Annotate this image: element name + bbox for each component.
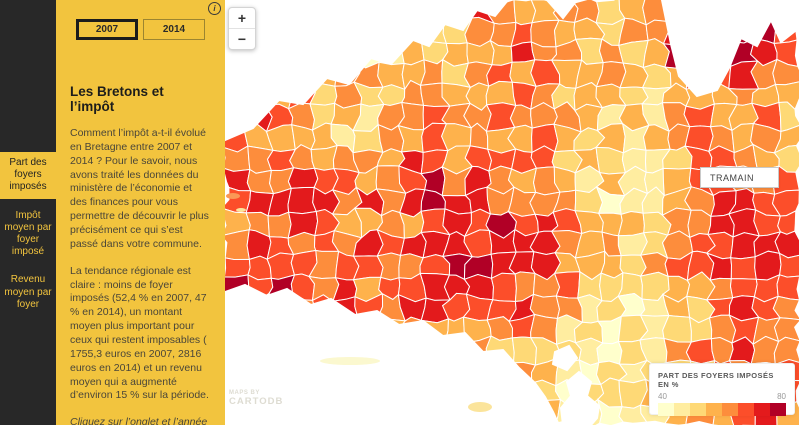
commune-polygon[interactable]	[266, 252, 296, 280]
legend-scale: 40 80	[658, 392, 786, 401]
sidebar-item-impot-moyen[interactable]: Impôt moyen par foyer imposé	[4, 209, 52, 258]
commune-polygon[interactable]	[772, 295, 799, 321]
commune-polygon[interactable]	[776, 274, 799, 301]
trend-paragraph: La tendance régionale est claire : moins…	[70, 264, 209, 402]
legend-swatch	[738, 403, 754, 416]
zoom-out-button[interactable]: −	[237, 31, 247, 47]
commune-polygon[interactable]	[772, 58, 799, 86]
commune-polygon[interactable]	[778, 101, 799, 133]
commune-polygon[interactable]	[287, 167, 319, 189]
commune-polygon[interactable]	[729, 278, 758, 299]
info-icon[interactable]: i	[208, 2, 221, 15]
legend-max-value: 80	[777, 392, 786, 401]
legend-swatch	[706, 403, 722, 416]
commune-polygon[interactable]	[225, 257, 251, 278]
legend-swatch	[658, 403, 674, 416]
sea-region	[225, 0, 510, 142]
commune-polygon[interactable]	[617, 210, 645, 237]
tab-year-2007[interactable]: 2007	[76, 19, 138, 40]
zoom-in-button[interactable]: +	[229, 8, 255, 29]
commune-polygon[interactable]	[287, 186, 317, 215]
commune-tooltip: TRAMAIN	[700, 167, 779, 188]
metric-sidebar: Part des foyers imposés Impôt moyen par …	[0, 0, 56, 425]
choropleth-map[interactable]	[225, 0, 799, 425]
commune-polygon[interactable]	[774, 230, 799, 259]
commune-polygon[interactable]	[662, 314, 692, 343]
legend-swatch	[770, 403, 786, 416]
legend-swatch	[754, 403, 770, 416]
instructions-paragraph: Cliquez sur l’onglet et l’année de votre…	[70, 416, 208, 425]
attribution-line2: CARTODB	[229, 395, 284, 407]
sea-region	[559, 370, 601, 425]
commune-polygon[interactable]	[441, 82, 472, 107]
legend-swatch	[674, 403, 690, 416]
sidebar-item-revenu-moyen[interactable]: Revenu moyen par foyer	[4, 274, 52, 310]
sea-region	[545, 0, 579, 20]
sea-region	[660, 0, 799, 98]
commune-polygon[interactable]	[773, 336, 799, 365]
sea-region	[225, 283, 561, 425]
commune-polygon[interactable]	[490, 272, 517, 303]
legend-color-ramp	[658, 403, 786, 416]
commune-polygon[interactable]	[485, 80, 517, 107]
description-panel: i 2007 2014 Les Bretons et l’impôt Comme…	[56, 0, 225, 425]
legend-min-value: 40	[658, 392, 667, 401]
commune-polygon[interactable]	[685, 338, 716, 365]
sea-region	[551, 344, 579, 372]
island-polygon[interactable]	[320, 357, 380, 365]
zoom-control: + −	[228, 7, 256, 50]
intro-paragraph: Comment l’impôt a-t-il évolué en Bretagn…	[70, 127, 209, 250]
map-attribution: MAPS BY CARTODB	[229, 390, 283, 407]
map-area: + − TRAMAIN PART DES FOYERS IMPOSÉS EN %…	[225, 0, 799, 425]
commune-polygon[interactable]	[778, 252, 799, 278]
sidebar-item-part-foyers-imposes[interactable]: Part des foyers imposés	[0, 152, 56, 199]
tab-year-2014[interactable]: 2014	[143, 19, 205, 40]
commune-polygon[interactable]	[225, 229, 250, 261]
legend-swatch	[690, 403, 706, 416]
legend-swatch	[722, 403, 738, 416]
island-polygon[interactable]	[226, 193, 240, 199]
year-tabs: 2007 2014	[70, 19, 211, 40]
page-title: Les Bretons et l’impôt	[70, 84, 164, 114]
legend-title: PART DES FOYERS IMPOSÉS EN %	[658, 371, 774, 389]
attribution-line1: MAPS BY	[229, 390, 260, 396]
island-polygon[interactable]	[236, 208, 246, 212]
island-polygon[interactable]	[468, 402, 492, 412]
commune-polygon[interactable]	[773, 317, 799, 343]
commune-polygon[interactable]	[553, 271, 581, 299]
commune-polygon[interactable]	[730, 256, 757, 280]
map-legend: PART DES FOYERS IMPOSÉS EN % 40 80	[649, 363, 795, 416]
commune-polygon[interactable]	[267, 211, 292, 239]
